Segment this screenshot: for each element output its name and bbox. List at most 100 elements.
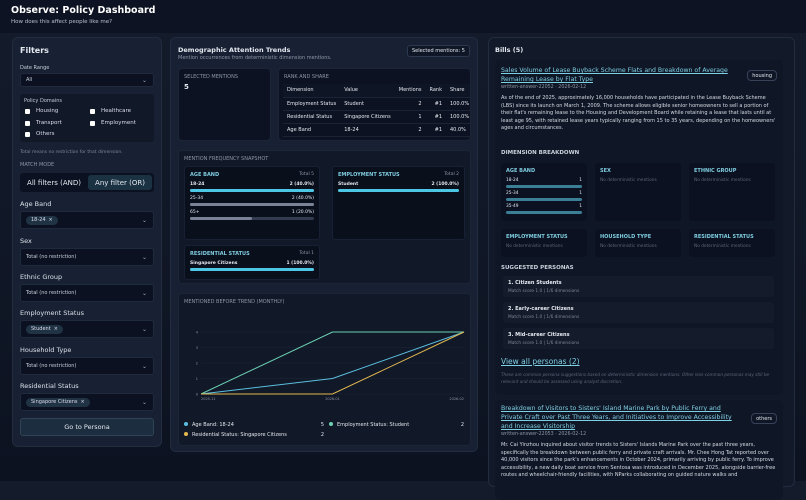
- row-label: 25-34: [190, 196, 204, 201]
- column-header: Value: [340, 84, 395, 98]
- match-all-option[interactable]: All filters (AND): [27, 178, 81, 187]
- table-row: Employment Status Student 2 #1 100.0%: [283, 97, 470, 111]
- legend-total: 2: [320, 432, 324, 438]
- chevron-down-icon: ⌄: [141, 216, 147, 224]
- household-type-select[interactable]: Total (no restriction) ⌄: [20, 357, 154, 375]
- ethnic-group-select[interactable]: Total (no restriction) ⌄: [20, 284, 154, 302]
- residential-status-label: Residential Status: [20, 382, 79, 390]
- age-band-select[interactable]: 18-24 × ⌄: [20, 211, 154, 229]
- rank-share-card: RANK AND SHARE Dimension Value Mentions Ran…: [278, 68, 471, 141]
- checkbox-label: Transport: [36, 120, 62, 126]
- select-value: Total (no restriction): [26, 363, 77, 369]
- series-line: [200, 331, 465, 395]
- x-tick-label: 2026-02: [449, 397, 464, 401]
- snapshot-label: MENTION FREQUENCY SNAPSHOT: [184, 156, 269, 162]
- trends-title: Demographic Attention Trends: [178, 46, 291, 54]
- ethnic-group-label: Ethnic Group: [20, 273, 63, 281]
- checkbox-icon: [25, 108, 30, 114]
- y-tick-label: 2: [196, 362, 198, 366]
- dimension-row: 25-34 1: [506, 191, 582, 196]
- legend-dot-icon: [184, 422, 188, 426]
- domain-housing-checkbox[interactable]: Housing: [25, 108, 58, 114]
- chevron-down-icon: ⌄: [141, 289, 147, 297]
- domain-others-checkbox[interactable]: Others: [25, 131, 54, 137]
- sex-select[interactable]: Total (no restriction) ⌄: [20, 248, 154, 266]
- row-label: 35-49: [506, 204, 519, 209]
- match-any-option[interactable]: Any filter (OR): [88, 175, 152, 190]
- domain-employment-checkbox[interactable]: Employment: [90, 120, 136, 126]
- dimension-card: EMPLOYMENT STATUS No deterministic mentio…: [501, 229, 587, 257]
- row-value: 1: [579, 191, 582, 196]
- bills-title: Bills (5): [495, 46, 524, 54]
- dimension-card: HOUSEHOLD TYPE No deterministic mentions: [595, 229, 681, 257]
- dimension-bar: [506, 185, 582, 188]
- date-range-value: All: [26, 77, 33, 83]
- chip-remove-icon[interactable]: ×: [48, 217, 53, 223]
- filters-title: Filters: [20, 46, 49, 55]
- bill-title-link[interactable]: Breakdown of Visitors to Sisters' Island…: [501, 405, 732, 430]
- frequency-bar: [190, 268, 314, 271]
- bill-meta: written-answer-22052 · 2026-02-12: [501, 85, 587, 90]
- match-mode-toggle: All filters (AND) Any filter (OR): [20, 173, 154, 192]
- chip-label: 18-24: [31, 217, 46, 223]
- frequency-bar: [190, 203, 314, 206]
- checkbox-label: Employment: [101, 120, 136, 126]
- trends-panel: Demographic Attention Trends Mention occ…: [170, 37, 478, 452]
- domain-transport-checkbox[interactable]: Transport: [25, 120, 62, 126]
- column-header: Dimension: [283, 84, 341, 98]
- filters-panel: Filters Date Range All ⌄ Policy Domains H…: [12, 37, 162, 447]
- cell: 1: [394, 110, 426, 124]
- snapshot-row: Student 2 (100.0%): [338, 182, 459, 187]
- frequency-bar-fill: [190, 217, 252, 220]
- persona-item[interactable]: 2. Early-career Citizens Match score 1.0 …: [503, 302, 774, 323]
- persona-item[interactable]: 3. Mid-career Citizens Match score 1.0 | …: [503, 328, 774, 349]
- chevron-down-icon: ⌄: [141, 362, 147, 370]
- chip-remove-icon[interactable]: ×: [80, 399, 85, 405]
- app-header: Observe: Policy Dashboard How does this …: [0, 0, 806, 33]
- cell: 100.0%: [446, 110, 470, 124]
- row-value: 1 (100.0%): [286, 261, 314, 266]
- cell: 2: [394, 123, 426, 137]
- bill-tag: others: [751, 413, 777, 424]
- legend-item: Employment Status: Student 2: [329, 422, 464, 428]
- persona-name: 2. Early-career Citizens: [508, 306, 574, 312]
- persona-note: These are common persona suggestions bas…: [501, 372, 770, 384]
- column-header: Share: [446, 84, 470, 98]
- page-subtitle: How does this affect people like me?: [11, 19, 113, 25]
- chevron-down-icon: ⌄: [141, 398, 147, 406]
- domain-healthcare-checkbox[interactable]: Healthcare: [90, 108, 131, 114]
- row-label: 18-24: [190, 182, 205, 187]
- bill-meta: written-answer-22053 · 2026-02-12: [501, 432, 587, 437]
- dimension-title: ETHNIC GROUP: [694, 168, 737, 174]
- legend-dot-icon: [184, 432, 188, 436]
- series-line: [200, 331, 464, 395]
- legend-item: Residential Status: Singapore Citizens 2: [184, 432, 324, 438]
- cell: Student: [340, 97, 395, 111]
- trend-line-chart: 0 1 2 3 4 2025-11 2026-01 2026-02: [196, 331, 465, 401]
- row-label: 25-34: [506, 191, 519, 196]
- legend-item: Age Band: 18-24 5: [184, 422, 324, 428]
- table-header-row: Dimension Value Mentions Rank Share: [283, 84, 470, 98]
- view-all-personas-link[interactable]: View all personas (2): [501, 357, 580, 366]
- chevron-down-icon: ⌄: [141, 253, 147, 261]
- cell: Residential Status: [283, 110, 341, 124]
- residential-status-select[interactable]: Singapore Citizens × ⌄: [20, 393, 154, 411]
- bill-tag: housing: [747, 70, 777, 81]
- go-to-persona-button[interactable]: Go to Persona: [20, 418, 154, 436]
- chip-remove-icon[interactable]: ×: [53, 326, 58, 332]
- checkbox-icon: [90, 120, 95, 126]
- frequency-bar-fill: [190, 268, 314, 271]
- dimension-row: 18-24 1: [506, 178, 582, 183]
- date-range-select[interactable]: All ⌄: [20, 73, 154, 87]
- trend-chart-card: MENTIONED BEFORE TREND (MONTHLY) 0 1 2 3 4 20…: [178, 293, 471, 446]
- page-title: Observe: Policy Dashboard: [11, 5, 156, 16]
- rank-share-label: RANK AND SHARE: [284, 74, 329, 80]
- suggested-personas-label: SUGGESTED PERSONAS: [501, 265, 574, 271]
- no-mentions-text: No deterministic mentions: [600, 244, 657, 249]
- persona-item[interactable]: 1. Citizen Students Match score 1.0 | 1/6…: [503, 276, 774, 297]
- bill-title-link[interactable]: Sales Volume of Lease Buyback Scheme Fla…: [501, 67, 728, 83]
- frequency-snapshot-card: MENTION FREQUENCY SNAPSHOT AGE BAND Total…: [178, 150, 471, 284]
- snapshot-row: 18-24 2 (40.0%): [190, 182, 314, 187]
- row-label: 65+: [190, 210, 200, 215]
- employment-status-select[interactable]: Student × ⌄: [20, 320, 154, 338]
